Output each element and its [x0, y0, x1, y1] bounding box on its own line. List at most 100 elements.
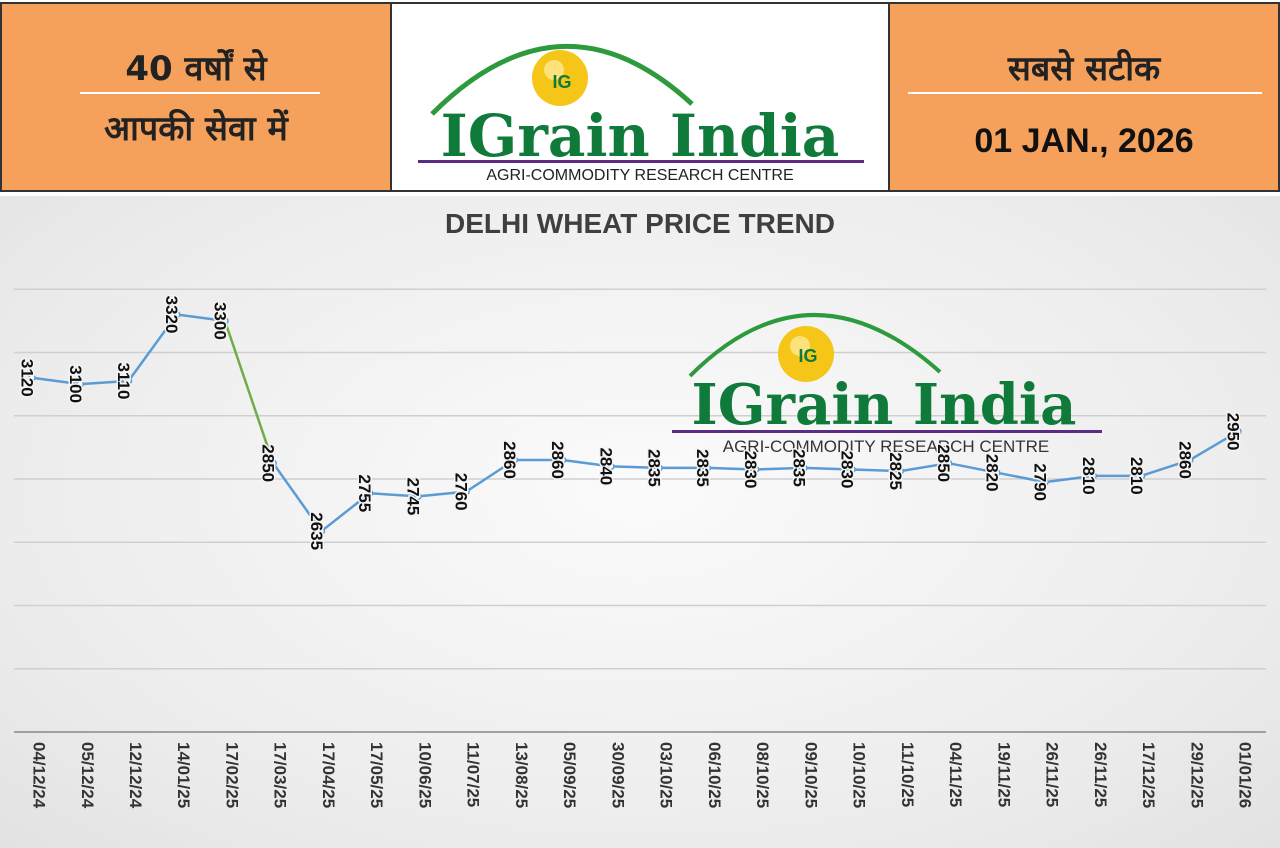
data-point	[848, 465, 856, 474]
series-segment	[175, 313, 227, 323]
divider	[908, 92, 1262, 94]
chart-title: DELHI WHEAT PRICE TREND	[445, 208, 835, 239]
tagline-years: 40 वर्षों से	[125, 49, 267, 89]
tagline-panel-left: 40 वर्षों से आपकी सेवा में	[0, 2, 392, 192]
watermark-underline	[672, 430, 1102, 433]
data-point	[317, 527, 326, 535]
data-label: 2950	[1224, 413, 1243, 451]
data-label: 2820	[982, 454, 1001, 492]
data-label: 2835	[693, 449, 712, 487]
x-tick-label: 05/09/25	[560, 742, 579, 808]
chart-area: IG IGrain India AGRI-COMMODITY RESEARCH …	[0, 196, 1280, 848]
x-tick-label: 26/11/25	[1091, 742, 1110, 807]
x-tick-label: 12/12/24	[126, 742, 145, 809]
data-point	[1089, 472, 1098, 480]
series-layer	[28, 310, 1242, 535]
series-segment	[899, 461, 950, 473]
data-point	[1234, 427, 1242, 436]
series-segment	[78, 379, 130, 386]
data-label: 2835	[789, 449, 808, 487]
watermark-emblem-text: IG	[798, 346, 817, 366]
data-point	[269, 459, 277, 467]
series-segment	[947, 461, 999, 474]
series-segment	[706, 466, 757, 471]
data-label: 2830	[741, 451, 760, 489]
x-tick-label: 26/11/25	[1043, 742, 1062, 807]
data-point	[607, 462, 615, 471]
x-tick-label: 06/10/25	[705, 742, 724, 808]
watermark-brand-text: IGrain India	[692, 372, 1077, 438]
logo-panel: IG IGrain India AGRI-COMMODITY RESEARCH …	[392, 2, 888, 192]
x-tick-label: 01/01/26	[1236, 742, 1255, 808]
series-segment	[127, 313, 178, 383]
series-segment	[368, 491, 420, 498]
logo-underline	[418, 160, 864, 163]
data-point	[221, 317, 229, 325]
series-segment	[1140, 458, 1192, 478]
data-label: 2635	[307, 512, 326, 550]
data-label: 2810	[1079, 457, 1098, 495]
report-date: 01 JAN., 2026	[974, 122, 1194, 160]
data-label: 2835	[645, 449, 664, 487]
x-tick-label: 09/10/25	[801, 742, 820, 808]
tagline-service: आपकी सेवा में	[104, 109, 288, 149]
logo-emblem-text: IG	[552, 72, 571, 92]
data-label: 2810	[1127, 457, 1146, 495]
data-label: 2860	[1175, 441, 1194, 479]
x-tick-label: 17/12/25	[1139, 742, 1158, 808]
data-point	[28, 374, 36, 382]
series-segment	[754, 466, 806, 471]
x-tick-label: 10/06/25	[415, 742, 434, 808]
series-segment	[802, 466, 854, 471]
watermark-logo: IG IGrain India AGRI-COMMODITY RESEARCH …	[672, 313, 1102, 456]
data-point	[76, 380, 84, 388]
x-tick-label: 08/10/25	[753, 742, 772, 808]
x-tick-label: 13/08/25	[512, 742, 531, 808]
series-segment	[320, 491, 371, 533]
series-segment	[995, 471, 1047, 484]
series-segment	[609, 465, 661, 470]
data-label: 2860	[500, 441, 519, 479]
data-label: 3120	[18, 359, 37, 397]
data-point	[510, 456, 519, 464]
data-label: 2860	[548, 441, 567, 479]
series-segment	[850, 468, 902, 473]
data-point	[944, 459, 953, 467]
x-tick-label: 30/09/25	[608, 742, 627, 808]
data-label: 3100	[66, 365, 85, 403]
x-tick-label: 17/04/25	[319, 742, 338, 808]
x-tick-layer: 04/12/24 05/12/24 12/12/24 14/01/25 17/02/25…	[30, 742, 1255, 809]
header-logo: IG IGrain India AGRI-COMMODITY RESEARCH …	[418, 43, 864, 184]
x-tick-label: 19/11/25	[994, 742, 1013, 807]
data-point	[751, 465, 760, 474]
series-segment	[1188, 430, 1240, 462]
data-point	[124, 377, 133, 385]
data-point	[1041, 478, 1049, 486]
data-point	[1186, 456, 1194, 464]
price-trend-chart: IG IGrain India AGRI-COMMODITY RESEARCH …	[14, 288, 1266, 809]
x-tick-label: 03/10/25	[657, 742, 676, 808]
x-tick-label: 29/12/25	[1187, 742, 1206, 808]
data-point	[414, 492, 422, 501]
data-label: 2830	[838, 451, 857, 489]
series-segment	[464, 458, 516, 493]
data-label: 2850	[934, 444, 953, 482]
data-label: 2760	[452, 473, 471, 511]
x-tick-label: 05/12/24	[78, 742, 97, 809]
x-tick-label: 17/02/25	[222, 742, 241, 808]
logo-brand-text: IGrain India	[441, 102, 840, 170]
logo-emblem-shine	[544, 60, 564, 80]
x-tick-label: 14/01/25	[174, 742, 193, 808]
data-point	[703, 464, 712, 472]
x-tick-label: 11/10/25	[898, 742, 917, 807]
data-point	[462, 487, 470, 496]
header-banner: 40 वर्षों से आपकी सेवा में IG IGrain Ind…	[0, 0, 1280, 196]
data-point	[896, 467, 905, 475]
x-tick-label: 04/11/25	[946, 742, 965, 807]
series-segment	[30, 376, 82, 386]
data-label: 2755	[355, 474, 374, 512]
tagline-accurate: सबसे सटीक	[1007, 49, 1161, 89]
grid-layer	[14, 288, 1266, 733]
x-tick-label: 17/03/25	[271, 742, 290, 808]
data-label: 2745	[403, 477, 422, 515]
